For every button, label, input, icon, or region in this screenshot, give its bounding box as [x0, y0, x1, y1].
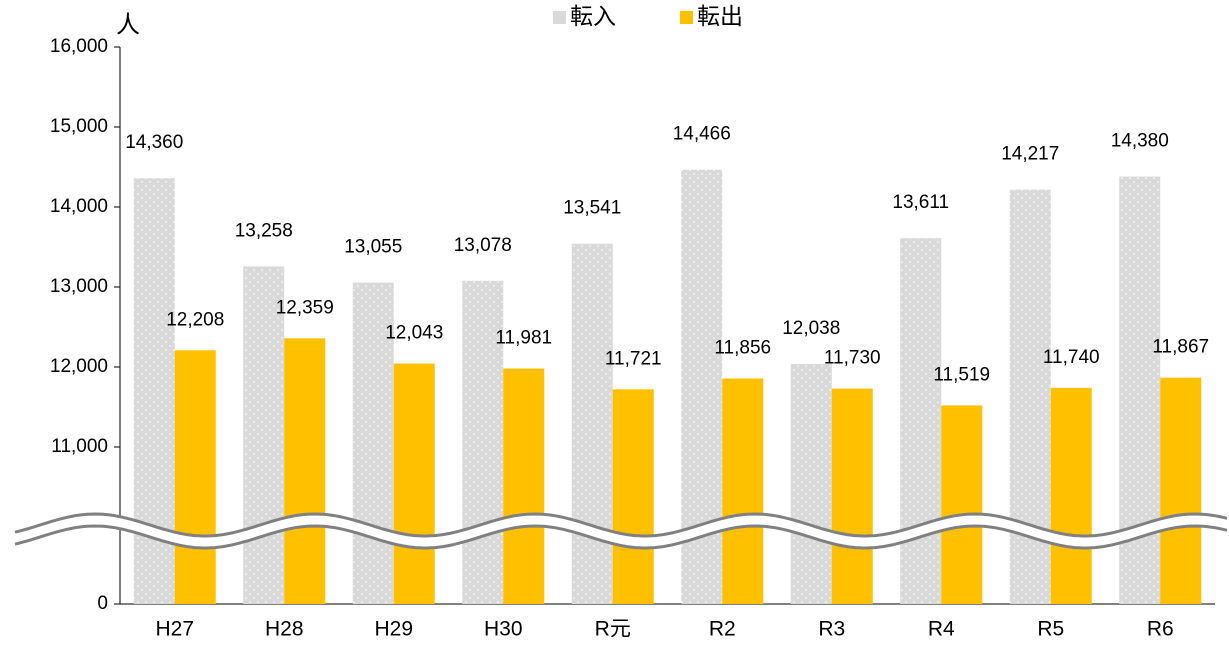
bar — [941, 405, 983, 604]
bar — [831, 388, 873, 604]
bar — [1050, 387, 1092, 604]
bar — [352, 282, 394, 604]
legend-swatch — [553, 11, 566, 24]
bar — [174, 350, 216, 604]
bar — [462, 280, 504, 604]
data-label: 11,867 — [1152, 337, 1209, 358]
x-tick-label: R元 — [595, 618, 631, 641]
x-tick-label: R6 — [1147, 618, 1174, 641]
data-label: 13,055 — [344, 237, 402, 258]
data-label: 14,217 — [1001, 144, 1059, 165]
bar — [612, 389, 654, 604]
axis-break-fill — [15, 514, 1227, 548]
data-label: 11,981 — [495, 328, 552, 349]
data-label: 11,740 — [1043, 347, 1100, 368]
data-label: 12,043 — [385, 323, 443, 344]
bar — [790, 363, 832, 604]
y-tick-label: 13,000 — [50, 276, 108, 297]
data-label: 11,730 — [824, 348, 881, 369]
bar — [243, 266, 285, 604]
legend-label: 転出 — [697, 3, 743, 29]
x-tick-label: H28 — [265, 618, 304, 641]
y-tick-label: 16,000 — [50, 36, 108, 57]
x-tick-label: H27 — [155, 618, 194, 641]
data-label: 11,856 — [714, 338, 771, 359]
data-label: 11,519 — [933, 364, 990, 385]
x-tick-label: R2 — [709, 618, 736, 641]
y-tick-label: 15,000 — [50, 116, 108, 137]
x-tick-label: H30 — [484, 618, 523, 641]
data-label: 12,038 — [782, 318, 840, 339]
data-label: 13,258 — [235, 220, 293, 241]
data-label: 11,721 — [605, 348, 662, 369]
bar — [1160, 377, 1202, 604]
data-label: 14,466 — [673, 124, 731, 145]
bar — [284, 338, 326, 604]
legend-label: 転入 — [570, 3, 616, 29]
y-tick-label: 12,000 — [50, 356, 108, 377]
axis-break-line — [14, 524, 1228, 550]
y-tick-label: 14,000 — [50, 196, 108, 217]
axis-break-line — [14, 512, 1228, 538]
y-axis-label: 人 — [116, 11, 140, 38]
x-tick-label: R4 — [928, 618, 955, 641]
bar — [900, 238, 942, 604]
data-label: 12,359 — [276, 297, 334, 318]
x-tick-label: H29 — [374, 618, 413, 641]
data-label: 14,360 — [125, 132, 183, 153]
data-label: 13,078 — [454, 235, 512, 256]
legend-swatch — [680, 11, 693, 24]
data-label: 12,208 — [166, 309, 224, 330]
data-label: 14,380 — [1111, 131, 1169, 152]
data-label: 13,541 — [563, 198, 621, 219]
bar — [503, 368, 545, 604]
x-tick-label: R5 — [1037, 618, 1064, 641]
y-tick-label: 0 — [97, 593, 108, 614]
data-label: 13,611 — [892, 192, 949, 213]
x-tick-label: R3 — [818, 618, 845, 641]
bar — [571, 243, 613, 604]
bar — [722, 378, 764, 604]
y-tick-label: 11,000 — [51, 436, 108, 457]
bar — [393, 363, 435, 604]
